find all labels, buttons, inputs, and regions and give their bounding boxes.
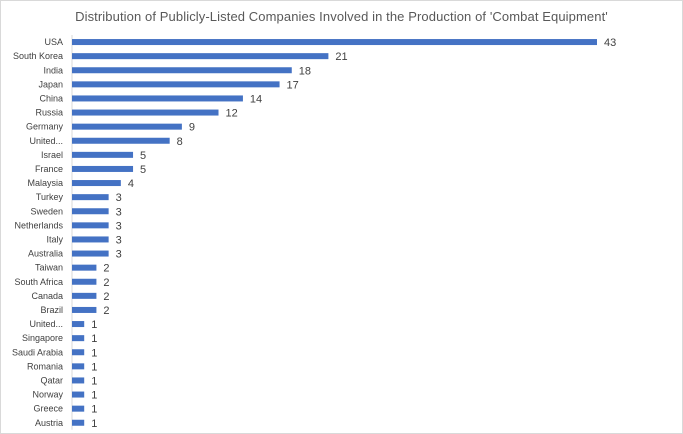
- bar-2: [72, 67, 292, 74]
- category-label-9: France: [35, 164, 63, 174]
- bar-23: [72, 363, 85, 370]
- category-label-21: Singapore: [22, 333, 63, 343]
- value-label-19: 2: [103, 305, 109, 317]
- value-label-15: 3: [116, 249, 122, 261]
- category-label-22: Saudi Arabia: [12, 347, 63, 357]
- value-label-26: 1: [91, 404, 97, 416]
- bar-8: [72, 151, 134, 158]
- bar-25: [72, 391, 85, 398]
- category-label-18: Canada: [31, 291, 63, 301]
- category-label-11: Turkey: [36, 192, 64, 202]
- bar-19: [72, 306, 97, 313]
- category-label-15: Australia: [28, 249, 63, 259]
- bar-20: [72, 321, 85, 328]
- bar-22: [72, 349, 85, 356]
- category-label-17: South Africa: [14, 277, 63, 287]
- value-label-4: 14: [250, 93, 262, 105]
- bar-7: [72, 137, 170, 144]
- value-label-21: 1: [91, 333, 97, 345]
- value-label-3: 17: [287, 79, 299, 91]
- category-label-23: Romania: [27, 361, 63, 371]
- bar-5: [72, 109, 219, 116]
- value-label-0: 43: [604, 37, 616, 49]
- category-label-4: China: [39, 93, 63, 103]
- category-label-14: Italy: [46, 234, 63, 244]
- category-label-24: Qatar: [40, 375, 63, 385]
- category-label-19: Brazil: [40, 305, 63, 315]
- category-label-8: Israel: [41, 150, 63, 160]
- category-label-13: Netherlands: [14, 220, 63, 230]
- value-label-16: 2: [103, 263, 109, 275]
- chart-title: Distribution of Publicly-Listed Companie…: [75, 9, 608, 24]
- bar-15: [72, 250, 109, 257]
- value-label-18: 2: [103, 291, 109, 303]
- value-label-10: 4: [128, 178, 134, 190]
- bar-14: [72, 236, 109, 243]
- value-label-6: 9: [189, 122, 195, 134]
- bar-9: [72, 165, 134, 172]
- bar-10: [72, 180, 121, 187]
- bar-12: [72, 208, 109, 215]
- value-label-2: 18: [299, 65, 311, 77]
- bar-24: [72, 377, 85, 384]
- value-label-5: 12: [226, 108, 238, 120]
- category-label-5: Russia: [35, 108, 63, 118]
- category-label-1: South Korea: [13, 51, 63, 61]
- value-label-24: 1: [91, 375, 97, 387]
- value-label-17: 2: [103, 277, 109, 289]
- category-label-16: Taiwan: [35, 263, 63, 273]
- value-label-13: 3: [116, 220, 122, 232]
- category-label-2: India: [43, 65, 63, 75]
- category-label-6: Germany: [26, 122, 64, 132]
- value-label-9: 5: [140, 164, 146, 176]
- value-label-7: 8: [177, 136, 183, 148]
- category-label-7: United...: [29, 136, 63, 146]
- bar-11: [72, 194, 109, 201]
- category-label-27: Austria: [35, 418, 63, 428]
- bar-21: [72, 335, 85, 342]
- category-label-3: Japan: [38, 79, 63, 89]
- value-label-1: 21: [335, 51, 347, 63]
- category-label-12: Sweden: [30, 206, 63, 216]
- category-label-26: Greece: [33, 404, 63, 414]
- value-label-25: 1: [91, 390, 97, 402]
- bar-6: [72, 123, 182, 130]
- category-label-0: USA: [44, 37, 63, 47]
- category-label-10: Malaysia: [27, 178, 63, 188]
- bar-17: [72, 278, 97, 285]
- value-label-14: 3: [116, 234, 122, 246]
- bar-13: [72, 222, 109, 229]
- value-label-11: 3: [116, 192, 122, 204]
- bar-0: [72, 39, 597, 46]
- bar-16: [72, 264, 97, 271]
- category-label-25: Norway: [32, 390, 63, 400]
- value-label-23: 1: [91, 361, 97, 373]
- value-label-27: 1: [91, 418, 97, 430]
- value-label-8: 5: [140, 150, 146, 162]
- bar-3: [72, 81, 280, 88]
- bar-1: [72, 53, 329, 60]
- value-label-22: 1: [91, 347, 97, 359]
- bar-4: [72, 95, 243, 102]
- bar-27: [72, 419, 85, 426]
- value-label-20: 1: [91, 319, 97, 331]
- bar-18: [72, 292, 97, 299]
- value-label-12: 3: [116, 206, 122, 218]
- category-label-20: United...: [29, 319, 63, 329]
- bar-26: [72, 405, 85, 412]
